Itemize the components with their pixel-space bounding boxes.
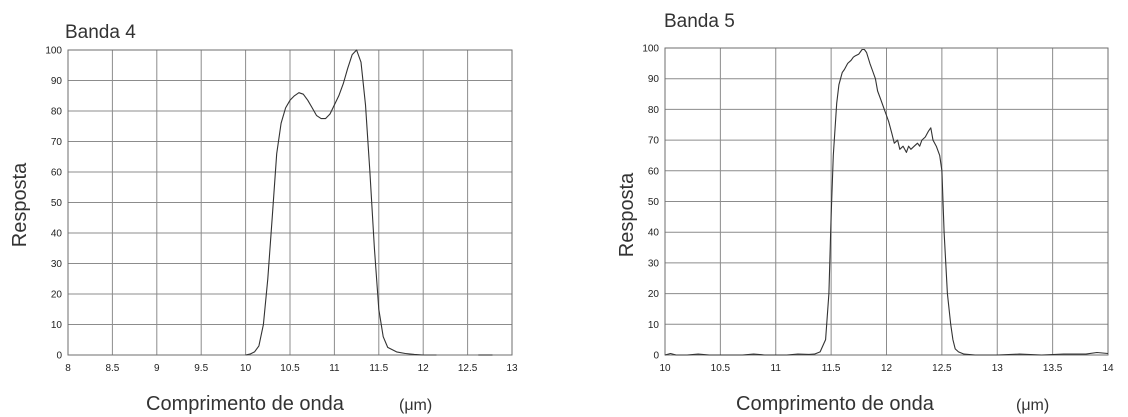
x-tick-label: 13.5: [1043, 363, 1063, 374]
x-tick-label: 8.5: [105, 363, 119, 374]
x-tick-label: 14: [1102, 363, 1114, 374]
plot-frame: [664, 47, 1109, 356]
x-tick-label: 13: [992, 363, 1004, 374]
series-line: [245, 49, 437, 356]
y-tick-label: 50: [648, 197, 660, 208]
y-tick-label: 50: [51, 198, 63, 209]
x-axis-label: Comprimento de onda: [736, 393, 935, 415]
x-axis-label: Comprimento de onda: [146, 393, 345, 415]
x-tick-label: 10: [240, 363, 252, 374]
y-tick-label: 30: [648, 258, 660, 269]
x-tick-label: 10: [659, 363, 671, 374]
x-axis-unit: (μm): [1016, 397, 1049, 414]
grid: [664, 47, 1109, 356]
y-tick-labels: 0 10 20 30 40 50 60 70 80 90 100: [642, 44, 659, 362]
plot-frame: [67, 49, 513, 356]
x-tick-label: 12.5: [458, 363, 478, 374]
series-group: [664, 48, 1109, 356]
series-group: [245, 49, 493, 356]
series-line: [664, 48, 1109, 356]
grid: [67, 49, 513, 356]
y-tick-label: 100: [45, 46, 62, 57]
y-tick-label: 60: [51, 168, 63, 179]
y-tick-label: 10: [51, 320, 63, 331]
x-tick-label: 8: [65, 363, 71, 374]
x-tick-label: 11: [329, 363, 340, 374]
x-tick-labels: 8 8.5 9 9.5 10 10.5 11 11.5 12 12.5 13: [65, 363, 518, 374]
x-tick-label: 9.5: [194, 363, 208, 374]
chart-title: Banda 5: [664, 11, 735, 32]
y-axis-label: Resposta: [9, 162, 31, 247]
y-tick-label: 40: [648, 228, 660, 239]
chart-banda-5: 10 10.5 11 11.5 12 12.5 13 13.5 14 0102030405060…: [616, 11, 1114, 415]
chart-panel-banda-4: 8 8.5 9 9.5 10 10.5 11 11.5 12 12.5 13 0 10 20 30 40 50…: [0, 0, 560, 417]
chart-banda-4: 8 8.5 9 9.5 10 10.5 11 11.5 12 12.5 13 0 10 20 30 40 50…: [9, 22, 518, 415]
chart-panel-banda-5: 10 10.5 11 11.5 12 12.5 13 13.5 14 0 10 20 30 40 50 60…: [600, 0, 1128, 417]
chart-title: Banda 4: [65, 22, 136, 43]
y-tick-label: 70: [648, 136, 660, 147]
x-tick-label: 12.5: [932, 363, 952, 374]
x-tick-label: 13: [506, 363, 518, 374]
x-tick-label: 12: [881, 363, 893, 374]
x-tick-label: 12: [418, 363, 430, 374]
y-tick-label: 90: [648, 74, 660, 85]
x-tick-label: 11.5: [369, 363, 388, 374]
y-tick-label: 90: [51, 76, 63, 87]
y-tick-label: 70: [51, 137, 63, 148]
y-tick-label: 40: [51, 229, 63, 240]
y-tick-labels: 0 10 20 30 40 50 60 70 80 90 100: [45, 46, 62, 362]
y-tick-label: 0: [653, 351, 659, 362]
x-axis-unit: (μm): [399, 397, 432, 414]
y-tick-label: 80: [648, 105, 660, 116]
x-tick-label: 10.5: [711, 363, 731, 374]
y-tick-label: 80: [51, 107, 63, 118]
x-tick-label: 11.5: [822, 363, 841, 374]
x-tick-label: 9: [154, 363, 160, 374]
y-axis-label: Resposta: [616, 172, 638, 257]
x-tick-labels: 10 10.5 11 11.5 12 12.5 13 13.5 14: [659, 363, 1114, 374]
y-tick-label: 100: [642, 44, 659, 55]
y-tick-label: 20: [51, 290, 63, 301]
y-tick-label: 0: [56, 351, 62, 362]
y-tick-label: 20: [648, 289, 660, 300]
y-tick-label: 60: [648, 166, 660, 177]
x-tick-label: 10.5: [280, 363, 300, 374]
x-tick-label: 11: [771, 363, 782, 374]
y-tick-label: 30: [51, 259, 63, 270]
y-tick-label: 10: [648, 320, 660, 331]
